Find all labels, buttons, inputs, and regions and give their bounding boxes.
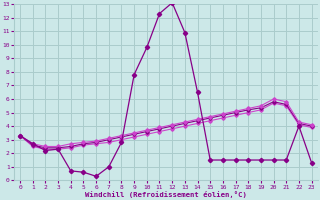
X-axis label: Windchill (Refroidissement éolien,°C): Windchill (Refroidissement éolien,°C) [85,191,247,198]
